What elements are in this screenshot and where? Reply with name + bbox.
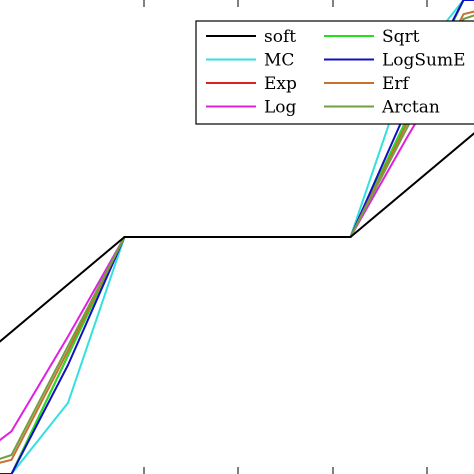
axis-ticks bbox=[143, 0, 428, 474]
legend: soft MC Exp Log Sqrt LogSumE Erf Arctan bbox=[195, 20, 474, 125]
legend-label-exp: Exp bbox=[264, 74, 297, 94]
legend-label-log: Log bbox=[264, 98, 297, 118]
legend-label-logsumexp: LogSumE bbox=[382, 51, 466, 71]
legend-label-soft: soft bbox=[264, 27, 296, 47]
legend-label-arctan: Arctan bbox=[381, 98, 440, 118]
legend-label-mc: MC bbox=[264, 51, 294, 71]
legend-label-sqrt: Sqrt bbox=[382, 27, 420, 47]
legend-label-erf: Erf bbox=[382, 74, 411, 94]
series-line-soft bbox=[0, 132, 474, 343]
